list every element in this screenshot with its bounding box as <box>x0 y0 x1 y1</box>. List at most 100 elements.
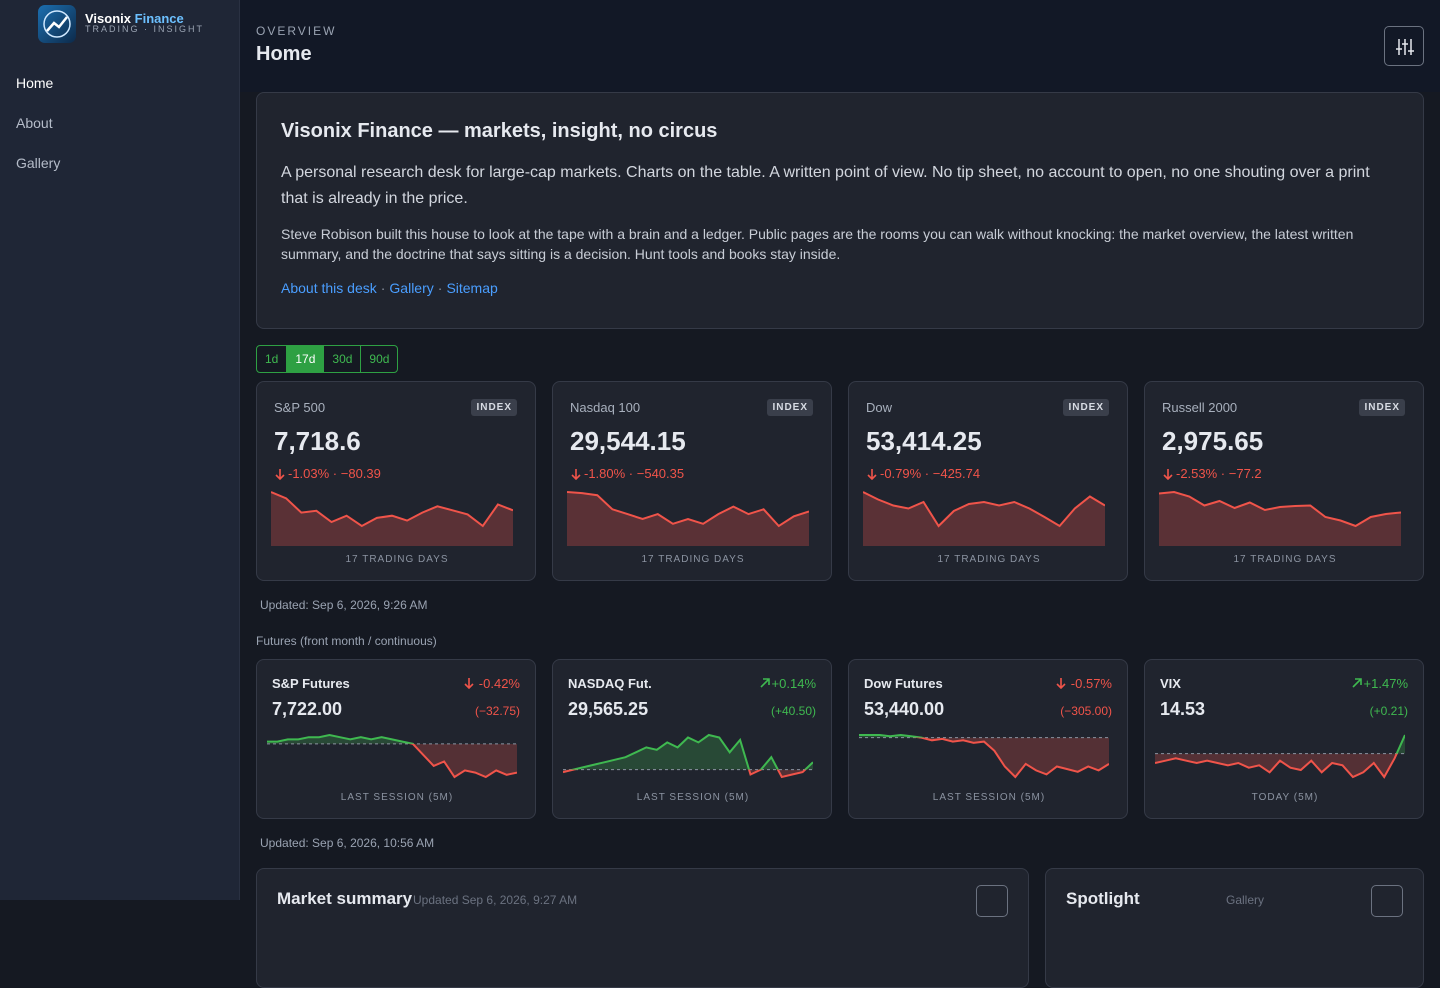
sparkline-line <box>863 491 1105 528</box>
area-below <box>1155 753 1405 777</box>
index-card[interactable]: Russell 2000 INDEX 2,975.65 -2.53% · −77.2 1… <box>1144 381 1424 581</box>
futures-card[interactable]: NASDAQ Fut. +0.14% 29,565.25 (+40.50) LAST S… <box>552 659 832 819</box>
intro-title: Visonix Finance — markets, insight, no c… <box>281 120 718 142</box>
arrow <box>571 469 581 480</box>
range-button[interactable]: 17d <box>287 346 325 372</box>
nav-item[interactable]: About <box>16 115 53 131</box>
nav-item[interactable]: Home <box>16 75 54 91</box>
change: -0.42% <box>478 676 520 691</box>
price: 29,544.15 <box>570 426 686 456</box>
arrow <box>1056 678 1066 689</box>
caption: LAST SESSION (5M) <box>932 792 1046 803</box>
caption: 17 TRADING DAYS <box>345 554 449 565</box>
header: OVERVIEW Home <box>240 0 1440 92</box>
nav-item[interactable]: Gallery <box>16 155 61 171</box>
index-card[interactable]: Dow INDEX 53,414.25 -0.79% · −425.74 17 TRAD… <box>848 381 1128 581</box>
delta: (−305.00) <box>1060 704 1112 718</box>
page-title: Home <box>256 43 312 65</box>
badge: INDEX <box>1063 399 1109 416</box>
change: +0.14% <box>771 676 816 691</box>
trend-icon <box>275 469 285 480</box>
sparkline <box>271 491 513 546</box>
settings-button[interactable] <box>1384 26 1424 66</box>
caption: 17 TRADING DAYS <box>937 554 1041 565</box>
area-above <box>563 735 813 770</box>
area-below <box>859 737 1109 777</box>
futures-card[interactable]: VIX +1.47% 14.53 (+0.21) TODAY (5M) <box>1144 659 1424 819</box>
intro-body: Steve Robison built this house to look a… <box>281 226 1354 262</box>
index-name: S&P 500 <box>274 400 326 415</box>
range-selector: 1d 17d 30d 90d <box>256 345 399 373</box>
summary-updated: Updated Sep 6, 2026, 9:27 AM <box>413 893 578 907</box>
delta: (−32.75) <box>474 704 520 718</box>
separator: · <box>380 280 386 296</box>
intro-lead: A personal research desk for large-cap m… <box>281 164 1370 207</box>
sidebar: Visonix Finance TRADING · INSIGHT Home Ab… <box>0 0 240 900</box>
sparkline-area <box>271 492 513 546</box>
logo-icon <box>43 10 71 38</box>
sparkline-line <box>271 491 513 528</box>
price: 14.53 <box>1160 699 1206 719</box>
sparkline-line <box>1159 490 1401 528</box>
link[interactable]: Sitemap <box>446 280 498 296</box>
futures-card[interactable]: S&P Futures -0.42% 7,722.00 (−32.75) LAST SE… <box>256 659 536 819</box>
summary-title: Market summary <box>277 889 413 908</box>
brand-name: Visonix <box>85 11 132 26</box>
futures-name: S&P Futures <box>272 676 350 691</box>
link[interactable]: Gallery <box>389 280 434 296</box>
arrow <box>275 469 285 480</box>
trend-icon <box>760 678 770 688</box>
area-below <box>412 743 517 777</box>
sparkline <box>1155 734 1405 779</box>
trend-icon <box>1056 678 1066 689</box>
sparkline-line <box>267 733 415 744</box>
spotlight-card: Spotlight Gallery <box>1045 868 1424 988</box>
arrow <box>1163 469 1173 480</box>
expand-button[interactable] <box>1371 885 1403 917</box>
index-name: Nasdaq 100 <box>570 400 641 415</box>
futures-name: NASDAQ Fut. <box>568 676 652 691</box>
badge: INDEX <box>767 399 813 416</box>
spotlight-link[interactable]: Gallery <box>1226 893 1265 907</box>
trend-icon <box>571 469 581 480</box>
expand-button[interactable] <box>976 885 1008 917</box>
change: -0.57% <box>1070 676 1112 691</box>
link[interactable]: About this desk <box>281 280 377 296</box>
sparkline <box>859 733 1109 779</box>
sparkline <box>1159 490 1401 546</box>
futures-card[interactable]: Dow Futures -0.57% 53,440.00 (−305.00) LAST … <box>848 659 1128 819</box>
price: 2,975.65 <box>1162 426 1264 456</box>
settings-icon <box>1396 39 1414 55</box>
arrow <box>760 678 770 688</box>
caption: LAST SESSION (5M) <box>340 792 454 803</box>
change: -2.53% · −77.2 <box>1176 466 1262 481</box>
sparkline-line-below <box>408 743 517 779</box>
range-button[interactable]: 30d <box>324 346 362 372</box>
price: 7,718.6 <box>274 426 361 456</box>
index-name: Russell 2000 <box>1162 400 1238 415</box>
sparkline-line <box>567 491 809 528</box>
sparkline <box>563 733 813 779</box>
index-name: Dow <box>866 400 893 415</box>
tagline: TRADING · INSIGHT <box>85 24 204 34</box>
area-above <box>1396 735 1405 754</box>
updated: Updated: Sep 6, 2026, 9:26 AM <box>260 598 428 612</box>
range-button[interactable]: 90d <box>369 352 390 366</box>
sparkline-line <box>859 733 926 738</box>
change: +1.47% <box>1363 676 1408 691</box>
price: 29,565.25 <box>568 699 649 719</box>
caption: 17 TRADING DAYS <box>641 554 745 565</box>
index-card[interactable]: Nasdaq 100 INDEX 29,544.15 -1.80% · −540.35… <box>552 381 832 581</box>
sparkline-line <box>569 733 813 770</box>
sparkline <box>863 491 1105 546</box>
logo[interactable] <box>38 5 76 43</box>
trend-icon <box>464 678 474 689</box>
arrow <box>464 678 474 689</box>
futures-name: Dow Futures <box>864 676 943 691</box>
sparkline-line-below <box>913 737 1109 779</box>
caption: TODAY (5M) <box>1251 792 1319 803</box>
range-button[interactable]: 1d <box>257 346 288 372</box>
sparkline <box>567 491 809 546</box>
brand: Visonix Finance <box>85 11 184 26</box>
index-card[interactable]: S&P 500 INDEX 7,718.6 -1.03% · −80.39 17 TRA… <box>256 381 536 581</box>
